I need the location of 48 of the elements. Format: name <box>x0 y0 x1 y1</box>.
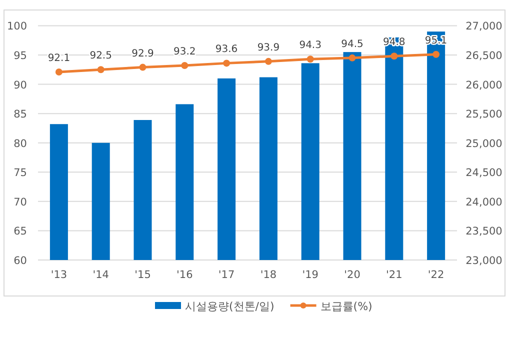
y-tick-label: 60 <box>14 255 27 267</box>
y2-tick-label: 24,000 <box>466 196 502 208</box>
x-tick-label: '16 <box>176 269 194 281</box>
point <box>306 56 314 63</box>
y-tick-label: 85 <box>14 108 27 121</box>
x-tick-label: '22 <box>428 269 444 281</box>
data-label: 93.2 <box>174 46 196 58</box>
y-tick-label: 70 <box>14 196 27 208</box>
data-label: 92.1 <box>48 52 70 64</box>
point <box>390 52 398 60</box>
y2-tick-label: 23,000 <box>466 255 502 267</box>
point <box>348 54 356 62</box>
y2-tick-label: 24,500 <box>466 167 502 180</box>
y-tick-label: 95 <box>14 50 27 62</box>
y-tick-label: 65 <box>14 226 27 238</box>
y-tick-label: 75 <box>14 167 27 180</box>
x-tick-label: '20 <box>344 269 360 281</box>
point <box>97 66 104 74</box>
point <box>181 62 188 70</box>
data-label: 94.3 <box>299 40 322 52</box>
x-tick-label: '19 <box>302 269 318 281</box>
point <box>55 68 62 76</box>
y2-tick-label: 26,000 <box>466 79 502 92</box>
y2-tick-label: 23,500 <box>466 226 502 238</box>
point <box>139 64 146 71</box>
point <box>432 50 440 58</box>
point <box>223 60 230 67</box>
x-tick-label: '17 <box>218 269 235 281</box>
x-tick-label: '21 <box>386 269 402 281</box>
data-label: 93.9 <box>257 42 280 54</box>
point <box>264 58 272 65</box>
data-label: 92.9 <box>132 48 154 60</box>
y-tick-label: 100 <box>6 20 27 33</box>
x-tick-label: '15 <box>134 269 151 281</box>
x-tick-label: '18 <box>260 269 277 281</box>
data-label: 92.5 <box>90 50 112 62</box>
y2-tick-label: 27,000 <box>466 20 502 33</box>
y-tick-label: 90 <box>14 79 27 92</box>
data-label: 93.6 <box>215 44 238 56</box>
y2-tick-label: 25,000 <box>466 138 502 150</box>
y2-tick-label: 25,500 <box>466 108 502 121</box>
x-tick-label: '13 <box>50 269 68 281</box>
y2-tick-label: 26,500 <box>466 50 502 62</box>
legend-label: 시설용량(천톤/일) <box>185 300 274 313</box>
data-label: 94.5 <box>341 38 364 50</box>
legend-label: 보급률(%) <box>320 300 372 313</box>
x-tick-label: '14 <box>92 269 110 281</box>
y-tick-label: 80 <box>14 138 27 150</box>
